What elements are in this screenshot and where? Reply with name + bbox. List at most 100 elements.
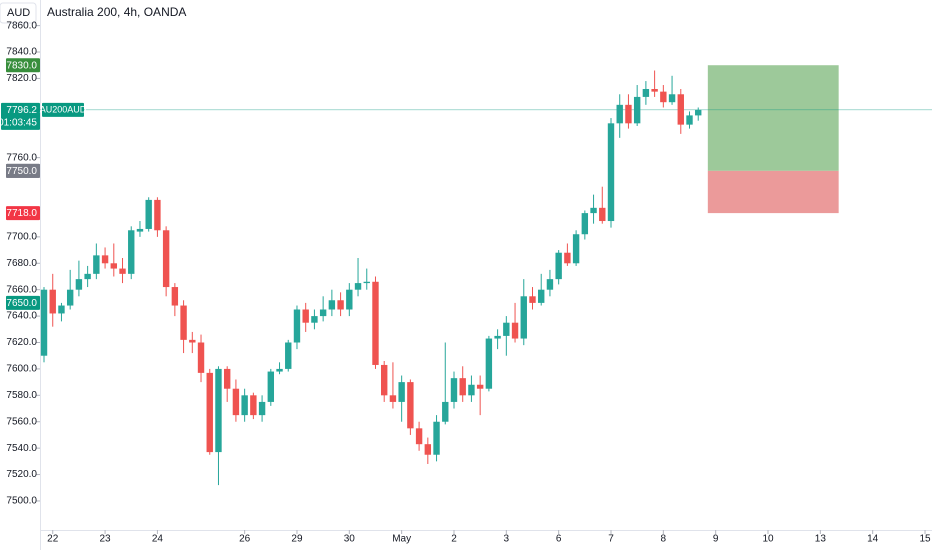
currency-label: AUD: [7, 7, 30, 19]
candle-body: [450, 378, 458, 402]
candle-body: [581, 213, 589, 235]
x-tick-label: 23: [100, 534, 112, 545]
candle-body: [494, 335, 501, 339]
candle-body: [476, 384, 484, 389]
candle-body: [651, 88, 658, 92]
candle-body: [424, 444, 432, 455]
candle-body: [93, 255, 100, 274]
candle-body: [381, 364, 388, 396]
x-tick-label: 29: [291, 534, 303, 545]
candle-body: [40, 289, 48, 356]
candle-body: [695, 109, 702, 116]
price-label: 7830.0: [6, 60, 37, 71]
candle-body: [319, 309, 327, 317]
x-tick-label: 24: [152, 534, 164, 545]
candle-body: [136, 228, 144, 232]
symbol-box: [42, 102, 84, 117]
candle-body: [285, 342, 292, 369]
y-tick-label: 7760.0: [6, 152, 37, 163]
current-price-box: [1, 102, 40, 130]
candle-body: [599, 207, 606, 222]
y-tick-label: 7520.0: [6, 469, 37, 480]
loss-zone: [707, 170, 839, 214]
price-label-box: [6, 295, 40, 310]
candle-body: [529, 296, 536, 303]
candle-body: [337, 300, 344, 310]
y-tick-label: 7560.0: [6, 416, 37, 427]
candle-body: [346, 289, 353, 310]
y-tick-label: 7500.0: [6, 496, 37, 507]
candle-body: [110, 263, 117, 269]
y-tick-label: 7660.0: [6, 284, 37, 295]
candle-body: [180, 305, 187, 340]
candle-body: [258, 401, 266, 416]
currency-button[interactable]: [0, 2, 37, 24]
y-tick-label: 7600.0: [6, 364, 37, 375]
candle-body: [250, 395, 257, 416]
current-price-label: 7796.2: [6, 105, 37, 116]
price-label: 7718.0: [6, 208, 37, 219]
candle-body: [119, 268, 126, 274]
candle-body: [84, 273, 91, 280]
candle-body: [215, 368, 222, 453]
x-tick-label: 22: [47, 534, 59, 545]
candle-body: [372, 281, 379, 365]
candle-body: [49, 289, 56, 314]
candle-body: [407, 382, 414, 429]
candle-body: [128, 230, 135, 274]
candle-body: [642, 88, 650, 97]
candle-body: [607, 123, 615, 222]
candle-body: [197, 342, 205, 373]
candle-body: [223, 368, 231, 389]
candle-body: [293, 309, 301, 343]
candle-body: [154, 199, 161, 231]
countdown-label: 01:03:45: [0, 117, 37, 128]
chart-title: Australia 200, 4h, OANDA: [47, 5, 186, 19]
price-label-box: [6, 163, 40, 178]
price-label-box: [6, 206, 40, 221]
candle-body: [389, 395, 397, 402]
candle-body: [555, 252, 562, 280]
candle-body: [572, 234, 580, 264]
candle-body: [302, 309, 309, 323]
price-label: 7750.0: [6, 166, 37, 177]
candle-body: [354, 283, 362, 290]
candle-body: [145, 199, 152, 229]
candle-body: [686, 115, 693, 125]
candle-body: [538, 289, 545, 303]
x-tick-label: 2: [451, 534, 457, 545]
price-label-box: [6, 58, 40, 73]
candle-body: [677, 94, 684, 125]
candle-body: [75, 279, 83, 290]
candle-body: [58, 305, 65, 314]
candle-body: [241, 395, 248, 416]
candle-body: [276, 368, 283, 372]
x-tick-label: 3: [504, 534, 510, 545]
candle-body: [590, 207, 597, 214]
candle-body: [468, 384, 475, 396]
x-tick-label: 15: [919, 534, 931, 545]
candle-body: [459, 378, 466, 396]
candle-body: [398, 382, 405, 402]
candle-body: [564, 252, 571, 264]
candle-body: [433, 421, 440, 455]
candle-body: [442, 401, 449, 422]
y-tick-label: 7580.0: [6, 390, 37, 401]
x-tick-label: 30: [344, 534, 356, 545]
candle-body: [66, 289, 74, 306]
candle-body: [668, 94, 676, 103]
x-tick-label: 10: [762, 534, 774, 545]
x-tick-label: May: [392, 534, 411, 545]
x-tick-label: 14: [867, 534, 879, 545]
x-tick-label: 7: [608, 534, 614, 545]
y-tick-label: 7540.0: [6, 443, 37, 454]
x-tick-label: 13: [815, 534, 827, 545]
profit-zone: [707, 65, 839, 171]
candle-body: [206, 372, 213, 453]
candle-body: [520, 296, 527, 339]
candle-body: [511, 322, 519, 339]
price-label: 7650.0: [6, 298, 37, 309]
candle-body: [328, 300, 336, 310]
x-tick-label: 9: [713, 534, 719, 545]
